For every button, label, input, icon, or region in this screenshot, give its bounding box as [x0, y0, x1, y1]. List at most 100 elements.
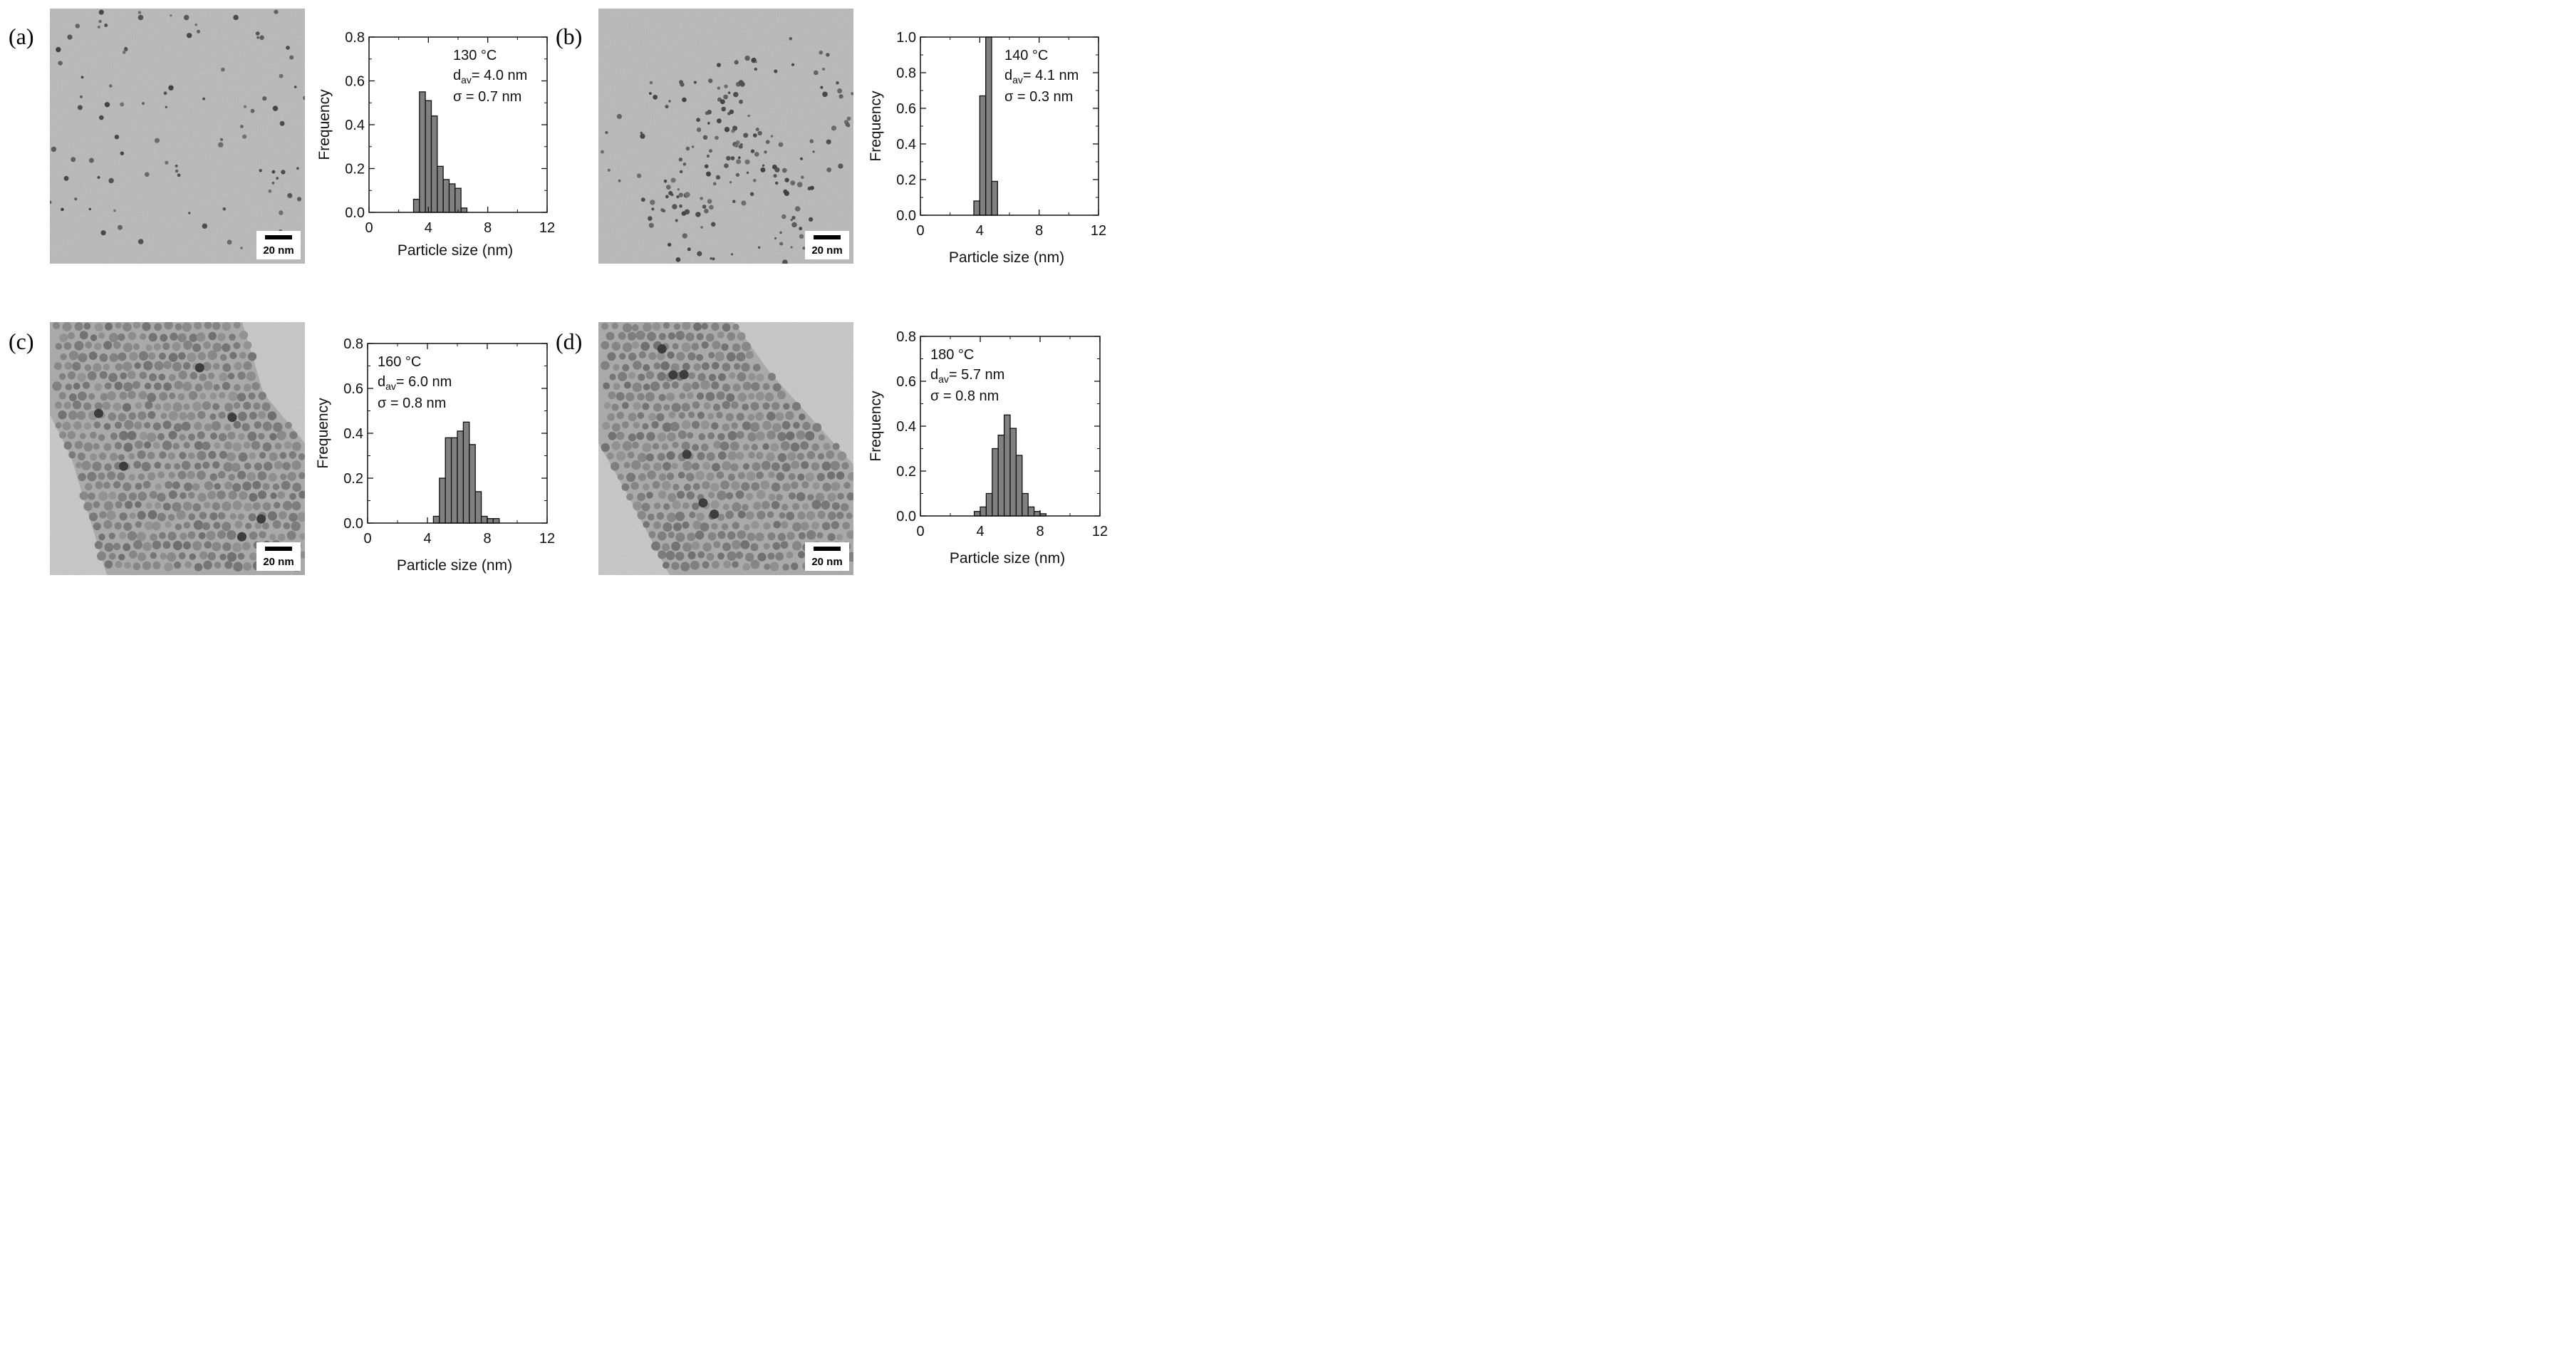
y-tick-label: 0.8: [896, 329, 916, 345]
annotation-d-value: = 5.7 nm: [949, 367, 1004, 383]
annotation-d-subscript: av: [385, 381, 396, 392]
x-tick-label: 4: [425, 220, 432, 236]
panel-label: (b): [556, 24, 582, 49]
histogram-bar: [1003, 414, 1011, 517]
y-axis-title: Frequency: [315, 398, 331, 469]
x-tick-label: 12: [539, 220, 555, 236]
histogram-bar: [469, 444, 476, 524]
histogram-bar: [1022, 492, 1029, 517]
panel-a: (a) 20 nm 0 4 8 12 0.0 0.2 0.4 0.6 0.8 Particle siz…: [9, 9, 555, 264]
particle: [742, 265, 744, 268]
annotation-temperature: 140 °C: [1004, 48, 1048, 63]
y-tick-label: 0.2: [343, 471, 363, 487]
histogram-bar: [991, 180, 998, 216]
annotation-sigma: σ = 0.8 nm: [378, 396, 446, 411]
tem-micrograph: [598, 9, 853, 277]
x-tick-label: 12: [1091, 223, 1106, 239]
annotation-sigma: σ = 0.3 nm: [1004, 89, 1073, 105]
histogram-bar: [492, 518, 500, 524]
particle: [732, 273, 736, 277]
histogram-bar: [985, 492, 993, 517]
y-tick-label: 0.8: [343, 336, 363, 352]
histogram-bar: [455, 187, 462, 213]
annotation-sigma: σ = 0.7 nm: [453, 89, 521, 105]
histogram-bar: [997, 434, 1005, 517]
x-tick-label: 4: [976, 524, 984, 539]
histogram-bar: [1033, 511, 1041, 517]
panel-label: (a): [9, 24, 34, 49]
annotation-average-diameter: dav= 5.7 nm: [930, 367, 1004, 385]
annotation-average-diameter: dav= 4.0 nm: [453, 68, 527, 86]
y-tick-label: 0.4: [345, 118, 365, 133]
annotation-d-value: = 6.0 nm: [396, 374, 452, 390]
y-tick-label: 0.0: [896, 208, 916, 224]
x-axis-title: Particle size (nm): [950, 550, 1065, 567]
x-tick-label: 8: [1036, 524, 1044, 539]
histogram-bar: [450, 437, 458, 524]
annotation-sigma: σ = 0.8 nm: [930, 388, 999, 404]
x-tick-label: 8: [484, 220, 492, 236]
x-tick-label: 0: [916, 524, 924, 539]
panel-b: (b) 20 nm 0 4 8 12 0.0 0.2 0.4 0.6 0.8 1.0 Particle …: [556, 9, 1106, 277]
histogram-bar: [1027, 506, 1035, 517]
annotation-d-symbol: d: [1004, 68, 1012, 83]
histogram-bar: [985, 36, 992, 216]
panel-c: (c) 20 nm 0 4 8 12 0.0 0.2 0.4 0.6 0.8 Particle siz…: [9, 322, 555, 575]
histogram-bar: [419, 91, 426, 213]
y-tick-label: 0.8: [896, 66, 916, 81]
y-axis-title: Frequency: [868, 391, 884, 462]
annotation-d-symbol: d: [930, 367, 938, 383]
annotation: 180 °C dav= 5.7 nm σ = 0.8 nm: [930, 347, 1004, 404]
histogram: 0 4 8 12 0.0 0.2 0.4 0.6 0.8 Particle size (nm) Fr…: [868, 329, 1108, 567]
histogram-bar: [430, 115, 438, 213]
histogram-bar: [980, 506, 987, 517]
y-tick-label: 0.0: [343, 516, 363, 532]
x-tick-label: 0: [363, 531, 371, 547]
y-axis-title: Frequency: [868, 91, 884, 162]
tem-micrograph: [50, 9, 305, 264]
histogram-bar: [1009, 428, 1017, 517]
annotation-d-subscript: av: [1012, 74, 1023, 86]
annotation-d-value: = 4.1 nm: [1023, 68, 1079, 83]
y-tick-label: 0.0: [345, 205, 365, 221]
x-axis-title: Particle size (nm): [398, 242, 513, 259]
scale-bar-line: [265, 235, 292, 239]
x-tick-label: 12: [1092, 524, 1108, 539]
scale-bar-line: [814, 547, 841, 551]
annotation-temperature: 180 °C: [930, 347, 974, 363]
histogram-bar: [439, 477, 446, 524]
tem-micrograph: [50, 322, 305, 575]
histogram-bar: [1015, 455, 1023, 517]
x-tick-label: 4: [976, 223, 984, 239]
panel-label: (d): [556, 329, 582, 354]
y-tick-label: 0.6: [343, 381, 363, 397]
histogram-bar: [474, 491, 482, 524]
y-tick-label: 1.0: [896, 30, 916, 46]
tem-grain: [50, 9, 305, 264]
histogram-bar: [979, 95, 987, 216]
y-tick-label: 0.0: [896, 509, 916, 524]
annotation-d-symbol: d: [378, 374, 385, 390]
histogram-bar: [448, 183, 456, 213]
x-tick-label: 0: [365, 220, 373, 236]
histogram-bar: [973, 200, 980, 216]
bars: [973, 36, 998, 216]
particle: [695, 267, 699, 270]
bars: [412, 91, 468, 213]
histogram-bar: [462, 421, 470, 524]
figure: (a) 20 nm 0 4 8 12 0.0 0.2 0.4 0.6 0.8 Particle siz…: [9, 9, 1108, 575]
annotation: 140 °C dav= 4.1 nm σ = 0.3 nm: [1004, 48, 1079, 105]
annotation-average-diameter: dav= 6.0 nm: [378, 374, 452, 392]
x-tick-label: 0: [916, 223, 924, 239]
scale-bar-line: [265, 547, 292, 551]
y-axis-title: Frequency: [316, 89, 333, 160]
scale-bar-label: 20 nm: [263, 244, 294, 257]
histogram-bar: [487, 518, 494, 524]
y-tick-label: 0.4: [343, 426, 363, 442]
scale-bar: 20 nm: [256, 231, 301, 259]
scale-bar-label: 20 nm: [263, 556, 294, 568]
y-tick-label: 0.4: [896, 137, 916, 153]
tem-grain: [598, 322, 853, 575]
tem-micrograph: [598, 322, 853, 575]
histogram-bar: [442, 179, 450, 213]
